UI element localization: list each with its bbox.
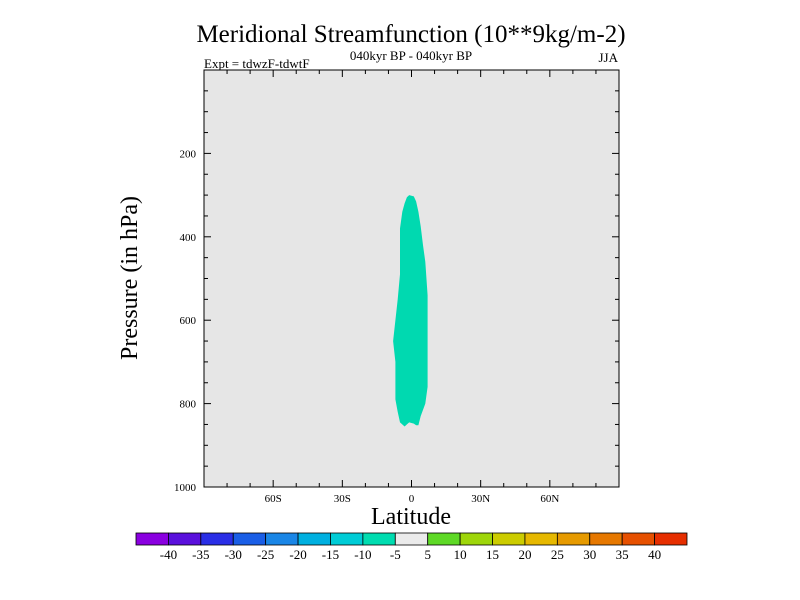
colorbar-swatch	[621, 532, 655, 546]
colorbar-swatch	[524, 532, 558, 546]
chart-subtitle-left: Expt = tdwzF-tdwtF	[204, 56, 310, 71]
colorbar-label: -10	[354, 547, 371, 562]
colorbar-swatch	[362, 532, 396, 546]
colorbar-label: 15	[486, 547, 499, 562]
y-tick-label: 600	[180, 315, 197, 327]
colorbar-label: 25	[551, 547, 564, 562]
x-axis-label: Latitude	[371, 504, 451, 530]
x-tick-label: 30N	[471, 493, 490, 505]
colorbar-label: 20	[518, 547, 531, 562]
colorbar-swatch	[459, 532, 493, 546]
x-tick-label: 60N	[540, 493, 559, 505]
colorbar-label: -25	[257, 547, 274, 562]
colorbar-swatch	[589, 532, 623, 546]
x-tick-label: 30S	[334, 493, 351, 505]
colorbar-label: -20	[289, 547, 306, 562]
y-axis-label: Pressure (in hPa)	[117, 196, 143, 360]
colorbar-label: 10	[454, 547, 467, 562]
colorbar-swatch	[232, 532, 267, 546]
colorbar-swatch	[654, 532, 688, 546]
chart-subtitle-right: JJA	[598, 50, 618, 65]
colorbar-swatch	[297, 532, 331, 546]
x-tick-label: 60S	[265, 493, 282, 505]
colorbar-label: 30	[583, 547, 596, 562]
colorbar: -40 -35 -30 -25 -20 -15 -10 -5 5 10 15 20 25 30 35 40	[135, 532, 688, 562]
colorbar-swatch	[200, 532, 234, 546]
y-tick-label: 200	[180, 148, 197, 160]
colorbar-label: -5	[390, 547, 401, 562]
colorbar-swatch	[330, 532, 364, 546]
colorbar-swatch	[168, 532, 202, 546]
colorbar-swatch	[427, 532, 461, 546]
y-tick-label: 400	[180, 232, 197, 244]
colorbar-swatch	[394, 532, 429, 546]
colorbar-swatch	[556, 532, 591, 546]
y-tick-label: 800	[180, 399, 197, 411]
colorbar-label: 40	[648, 547, 661, 562]
x-tick-label: 0	[409, 493, 415, 505]
colorbar-swatch	[492, 532, 526, 546]
chart-title: Meridional Streamfunction (10**9kg/m-2)	[196, 21, 625, 48]
colorbar-label: -40	[160, 547, 177, 562]
colorbar-label: -30	[225, 547, 242, 562]
plot-area: 60S 30S 0 30N 60N 200 400 600 800 1000	[174, 69, 620, 505]
chart-subtitle-center: 040kyr BP - 040kyr BP	[350, 48, 472, 63]
colorbar-label: 5	[424, 547, 431, 562]
y-tick-label: 1000	[174, 482, 197, 494]
contour-region	[393, 195, 428, 427]
colorbar-swatch	[135, 532, 169, 546]
colorbar-swatch	[265, 532, 299, 546]
colorbar-label: -35	[192, 547, 209, 562]
colorbar-label: -15	[322, 547, 339, 562]
colorbar-label: 35	[616, 547, 629, 562]
